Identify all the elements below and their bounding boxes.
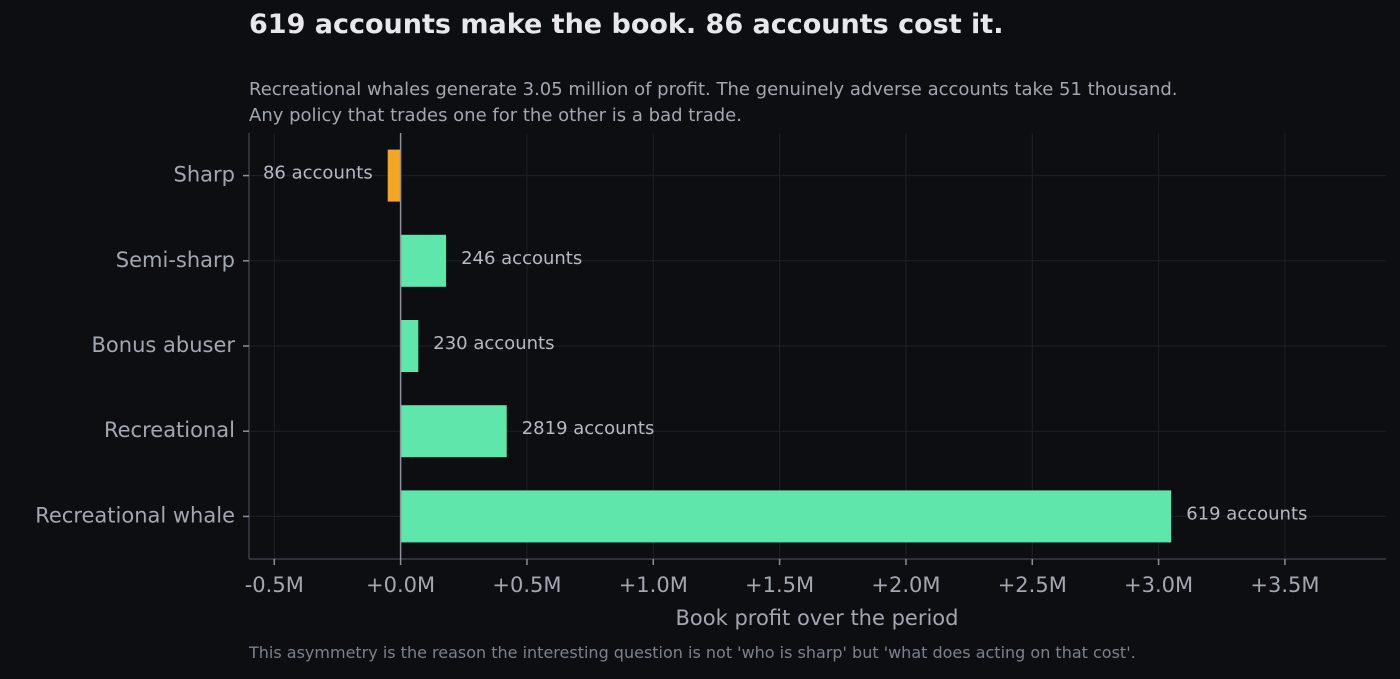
- footnote: This asymmetry is the reason the interes…: [249, 643, 1136, 662]
- bar-sharp: [387, 149, 401, 202]
- x-tick-label: -0.5M: [245, 573, 304, 597]
- x-axis-title: Book profit over the period: [676, 606, 959, 630]
- x-tick-label: +1.0M: [619, 573, 688, 597]
- y-tick-label: Recreational whale: [35, 503, 235, 527]
- y-tick-label: Recreational: [104, 418, 235, 442]
- chart-title: 619 accounts make the book. 86 accounts …: [249, 9, 1004, 40]
- bar-label: 2819 accounts: [522, 418, 655, 439]
- chart-subtitle: Recreational whales generate 3.05 millio…: [249, 77, 1178, 129]
- bar-semi-sharp: [400, 234, 447, 287]
- x-axis: -0.5M +0.0M +0.5M +1.0M +1.5M +2.0M +2.5M +3.0M…: [245, 559, 1319, 597]
- x-tick-label: +2.0M: [871, 573, 940, 597]
- bar-label: 619 accounts: [1186, 503, 1307, 524]
- x-tick-label: +0.0M: [366, 573, 435, 597]
- x-tick-label: +3.0M: [1124, 573, 1193, 597]
- x-tick-label: +2.5M: [998, 573, 1067, 597]
- bar-bonus-abuser: [400, 320, 419, 372]
- x-tick-label: +0.5M: [492, 573, 561, 597]
- y-axis: Sharp Semi-sharp Bonus abuser Recreational R…: [35, 163, 249, 527]
- bars: [387, 149, 1172, 543]
- subtitle-line-1: Recreational whales generate 3.05 millio…: [249, 79, 1178, 100]
- y-tick-label: Bonus abuser: [92, 333, 236, 357]
- bar-recreational-whale: [400, 490, 1172, 543]
- bar-label: 230 accounts: [433, 333, 554, 354]
- bar-labels: 86 accounts 246 accounts 230 accounts 2819 …: [263, 163, 1307, 525]
- subtitle-line-2: Any policy that trades one for the other…: [249, 105, 742, 126]
- x-tick-label: +3.5M: [1250, 573, 1319, 597]
- y-tick-label: Semi-sharp: [116, 248, 235, 272]
- bar-label: 246 accounts: [461, 248, 582, 269]
- bar-recreational: [400, 405, 507, 458]
- y-tick-label: Sharp: [174, 163, 235, 187]
- x-tick-label: +1.5M: [745, 573, 814, 597]
- bar-label: 86 accounts: [263, 163, 373, 184]
